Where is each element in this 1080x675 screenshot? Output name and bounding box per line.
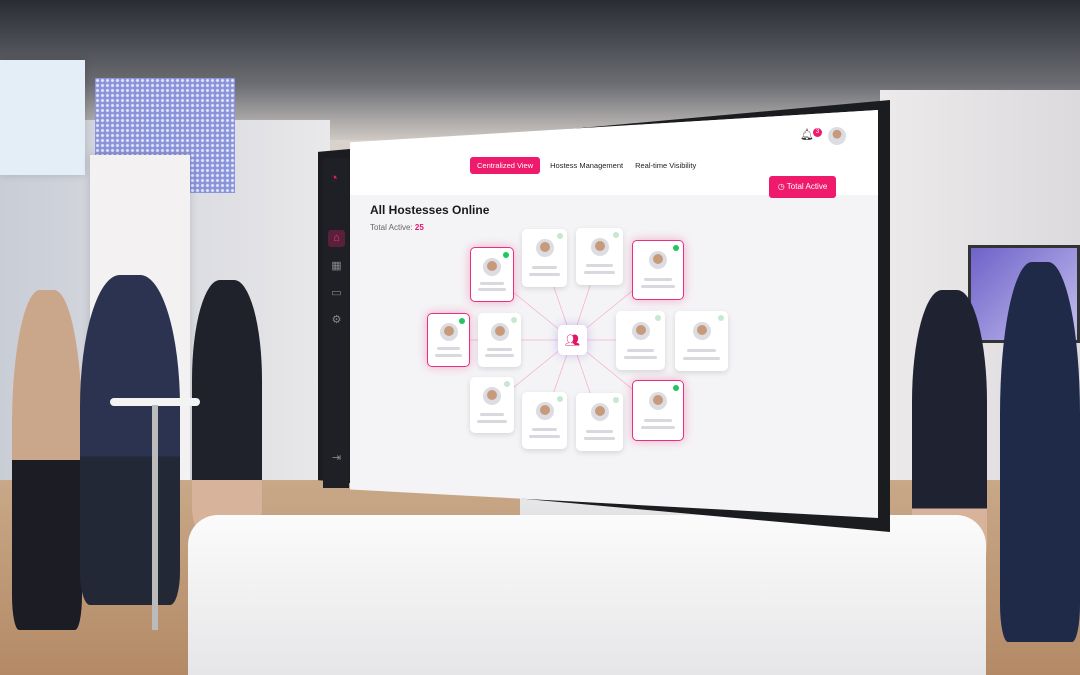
name-placeholder [437, 347, 460, 351]
status-dot [557, 233, 563, 239]
hostess-card[interactable] [632, 240, 684, 300]
avatar [692, 321, 711, 340]
table-leg [152, 405, 158, 630]
total-active-button[interactable]: ◷ Total Active [769, 176, 836, 198]
hostess-card[interactable] [522, 229, 567, 287]
avatar [490, 322, 509, 341]
tab-centralized-view[interactable]: Centralized View [470, 157, 541, 174]
status-dot [718, 315, 724, 321]
status-dot [655, 315, 661, 321]
name-placeholder [487, 347, 512, 351]
name-placeholder [644, 278, 672, 282]
sidebar [323, 158, 349, 488]
hostess-card[interactable] [470, 377, 514, 433]
tab-real-time-visibility[interactable]: Real-time Visibility [635, 161, 697, 170]
hostess-card[interactable] [522, 392, 567, 449]
hostess-card[interactable] [576, 228, 623, 285]
notifications[interactable]: 🔔︎ 3 [800, 128, 822, 142]
detail-placeholder [583, 271, 616, 275]
detail-placeholder [477, 419, 507, 423]
name-placeholder [586, 264, 613, 268]
detail-placeholder [641, 425, 675, 429]
avatar [535, 239, 554, 258]
status-dot [459, 318, 465, 324]
avatar [649, 391, 667, 410]
detail-placeholder [529, 435, 560, 439]
hostess-card[interactable] [478, 313, 521, 367]
status-dot [557, 396, 563, 402]
clock-icon: ◷ [777, 182, 787, 191]
detail-placeholder [477, 288, 507, 292]
name-placeholder [531, 428, 558, 432]
avatar [483, 257, 501, 276]
avatar [535, 402, 554, 421]
name-placeholder [531, 266, 558, 270]
name-placeholder [644, 418, 672, 422]
tab-hostess-management[interactable]: Hostess Management [550, 161, 624, 170]
high-table [110, 398, 200, 406]
person [192, 280, 262, 530]
page-title: All Hostesses Online [370, 203, 490, 217]
name-placeholder [586, 430, 613, 434]
name-placeholder [686, 349, 717, 353]
detail-placeholder [583, 437, 616, 441]
hostess-card[interactable] [632, 380, 684, 441]
person [80, 275, 180, 605]
user-avatar[interactable] [828, 127, 846, 145]
status-dot [504, 381, 510, 387]
detail-placeholder [623, 355, 658, 359]
calendar-icon[interactable]: ▭ [331, 287, 342, 299]
hostess-card[interactable] [427, 313, 470, 367]
avatar [631, 321, 650, 340]
name-placeholder [626, 348, 655, 352]
total-active-count: 25 [414, 223, 424, 232]
avatar [439, 323, 458, 342]
avatar [590, 238, 609, 257]
bell-icon[interactable]: 🔔︎ [800, 129, 814, 141]
detail-placeholder [641, 285, 675, 289]
display-panel [0, 60, 85, 175]
avatar [649, 251, 667, 270]
group-hub-icon[interactable]: 👥︎ [558, 325, 587, 355]
status-dot [613, 232, 619, 238]
name-placeholder [479, 412, 505, 416]
detail-placeholder [484, 354, 515, 358]
logout-icon[interactable]: ⇥ [331, 452, 342, 464]
person [1000, 262, 1080, 642]
status-dot [511, 317, 517, 323]
pedestal [188, 515, 986, 675]
grid-icon[interactable]: ▦ [331, 260, 342, 272]
status-dot [613, 397, 619, 403]
person [12, 290, 82, 630]
detail-placeholder [683, 356, 720, 360]
name-placeholder [480, 281, 504, 285]
status-dot [673, 385, 679, 391]
tab-bar: Centralized View Hostess Management Real… [470, 157, 698, 174]
avatar [483, 387, 501, 406]
total-active-summary: Total Active: 25 [370, 223, 424, 232]
avatar [590, 403, 609, 422]
status-dot [503, 252, 509, 258]
hostess-card[interactable] [675, 311, 728, 371]
status-dot [673, 245, 679, 251]
detail-placeholder [434, 353, 463, 357]
hostess-card[interactable] [576, 393, 623, 451]
hostess-card[interactable] [616, 311, 665, 370]
detail-placeholder [529, 273, 560, 277]
notification-badge: 3 [813, 128, 822, 137]
app-logo: ◔ [330, 170, 338, 185]
hostess-card[interactable] [470, 247, 514, 302]
settings-icon[interactable]: ⚙ [331, 314, 342, 326]
home-icon[interactable]: ⌂ [328, 230, 345, 247]
